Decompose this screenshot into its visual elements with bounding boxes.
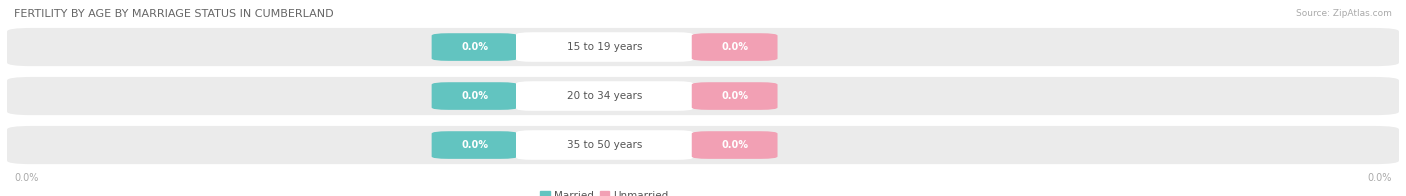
- FancyBboxPatch shape: [516, 81, 693, 111]
- Text: 0.0%: 0.0%: [461, 140, 488, 150]
- FancyBboxPatch shape: [7, 126, 1399, 164]
- FancyBboxPatch shape: [516, 32, 693, 62]
- FancyBboxPatch shape: [432, 82, 517, 110]
- Text: 0.0%: 0.0%: [461, 42, 488, 52]
- Legend: Married, Unmarried: Married, Unmarried: [540, 191, 669, 196]
- Text: FERTILITY BY AGE BY MARRIAGE STATUS IN CUMBERLAND: FERTILITY BY AGE BY MARRIAGE STATUS IN C…: [14, 9, 333, 19]
- Text: 0.0%: 0.0%: [1368, 173, 1392, 183]
- Text: 35 to 50 years: 35 to 50 years: [567, 140, 643, 150]
- FancyBboxPatch shape: [516, 130, 693, 160]
- Text: 0.0%: 0.0%: [721, 140, 748, 150]
- FancyBboxPatch shape: [692, 131, 778, 159]
- FancyBboxPatch shape: [692, 82, 778, 110]
- FancyBboxPatch shape: [7, 77, 1399, 115]
- Text: 0.0%: 0.0%: [721, 42, 748, 52]
- FancyBboxPatch shape: [432, 131, 517, 159]
- Text: 0.0%: 0.0%: [14, 173, 38, 183]
- Text: 0.0%: 0.0%: [721, 91, 748, 101]
- FancyBboxPatch shape: [692, 33, 778, 61]
- Text: 20 to 34 years: 20 to 34 years: [567, 91, 643, 101]
- Text: 15 to 19 years: 15 to 19 years: [567, 42, 643, 52]
- Text: Source: ZipAtlas.com: Source: ZipAtlas.com: [1296, 9, 1392, 18]
- FancyBboxPatch shape: [7, 28, 1399, 66]
- FancyBboxPatch shape: [432, 33, 517, 61]
- Text: 0.0%: 0.0%: [461, 91, 488, 101]
